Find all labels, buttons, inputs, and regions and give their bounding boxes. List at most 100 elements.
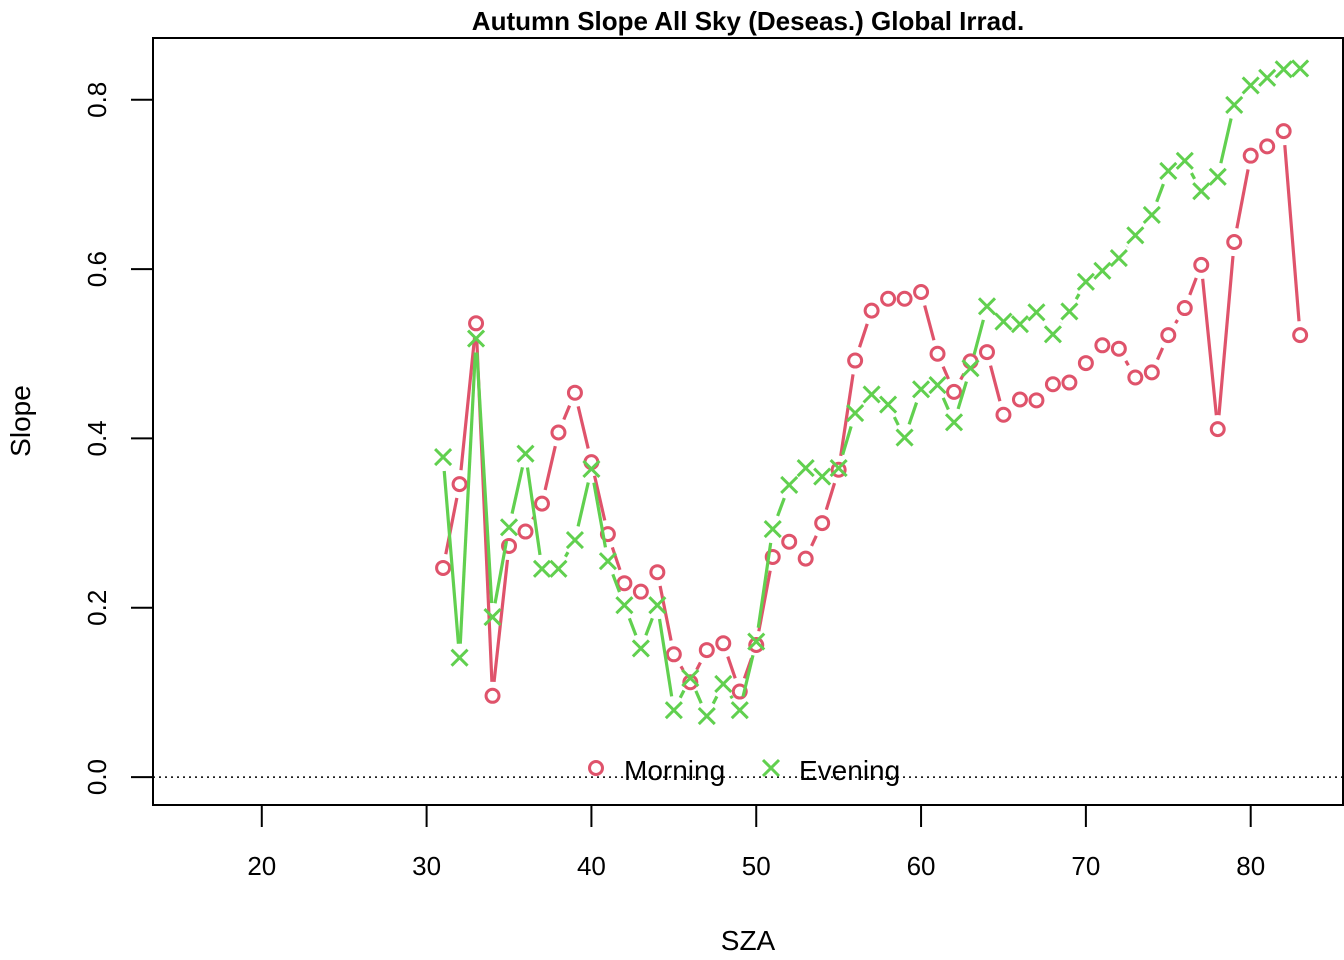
series-evening-point <box>681 668 700 688</box>
series-morning-point <box>566 384 583 401</box>
series-morning-segment <box>1174 319 1179 325</box>
series-evening-segment <box>729 694 734 700</box>
series-morning-point <box>1259 138 1276 155</box>
legend-morning-marker <box>588 760 604 776</box>
series-morning-segment <box>989 365 1002 402</box>
series-evening-point <box>928 376 947 395</box>
series-morning-point <box>863 302 880 319</box>
y-tick-label: 0.0 <box>82 759 112 795</box>
series-morning-point <box>1292 327 1309 344</box>
series-evening-point <box>714 674 733 693</box>
series-morning-segment <box>839 374 855 457</box>
series-morning-point <box>896 290 913 307</box>
series-evening-point <box>977 297 997 316</box>
series-evening-segment <box>611 573 621 593</box>
series-morning-point <box>616 575 633 592</box>
series-morning-point <box>550 424 567 441</box>
series-evening-point <box>1093 261 1112 280</box>
series-evening-point <box>664 701 683 720</box>
series-morning-point <box>830 461 847 478</box>
series-evening-segment <box>576 482 590 527</box>
series-morning-point <box>1094 337 1111 354</box>
series-evening-segment <box>657 618 674 697</box>
y-axis-title: Slope <box>5 385 36 457</box>
series-evening-point <box>961 359 980 378</box>
series-evening-segment <box>741 654 755 697</box>
series-evening-point <box>1241 76 1260 95</box>
series-evening-point <box>796 459 815 478</box>
x-tick-label: 20 <box>247 851 276 881</box>
series-evening-segment <box>711 695 719 705</box>
series-morning-point <box>962 353 979 370</box>
series-evening-point <box>1076 272 1095 291</box>
series-morning-point <box>978 344 995 361</box>
series-morning-point <box>1011 391 1028 408</box>
series-evening-point <box>1225 95 1244 114</box>
series-evening-segment <box>1155 183 1165 203</box>
series-evening-point <box>483 607 502 627</box>
series-morning-segment <box>492 559 510 683</box>
series-evening-segment <box>756 542 773 628</box>
series-layer <box>434 59 1310 726</box>
series-evening-point <box>1274 60 1293 79</box>
series-morning-segment <box>941 365 950 380</box>
series-evening-point <box>1159 161 1178 180</box>
series-evening-point <box>829 459 848 478</box>
series-morning-point <box>501 537 518 554</box>
series-evening-point <box>1208 167 1227 186</box>
series-morning-point <box>682 674 699 691</box>
series-evening-segment <box>1190 172 1197 180</box>
series-morning-point <box>583 454 600 471</box>
series-morning-point <box>484 687 501 704</box>
x-tick-label: 30 <box>412 851 441 881</box>
series-morning-segment <box>695 661 702 671</box>
series-evening-point <box>1043 325 1062 344</box>
series-evening-segment <box>627 617 638 636</box>
legend-evening-label: Evening <box>799 755 900 786</box>
series-evening-point <box>747 632 766 651</box>
series-evening-point <box>1126 226 1145 245</box>
series-evening-point <box>450 648 469 667</box>
series-evening-point <box>648 596 667 615</box>
series-evening-point <box>944 413 964 432</box>
series-morning-segment <box>1156 347 1165 361</box>
series-morning-point <box>698 642 715 659</box>
series-evening-segment <box>592 482 608 548</box>
series-morning-point <box>435 559 452 576</box>
series-evening-point <box>565 530 584 550</box>
series-evening-point <box>895 428 914 447</box>
series-evening-point <box>615 596 634 615</box>
y-tick-label: 0.4 <box>82 420 112 456</box>
series-morning-point <box>748 636 765 653</box>
series-morning-point <box>1242 147 1259 164</box>
series-morning-point <box>1044 376 1061 393</box>
series-evening-segment <box>694 690 703 704</box>
series-morning-point <box>665 646 682 663</box>
series-evening-segment <box>941 397 950 411</box>
x-tick-label: 40 <box>577 851 606 881</box>
y-tick-label: 0.2 <box>82 590 112 626</box>
series-evening-point <box>434 447 453 467</box>
series-evening-segment <box>1074 293 1081 300</box>
x-tick-label: 70 <box>1071 851 1100 881</box>
series-morning-segment <box>444 497 459 555</box>
series-evening-point <box>912 380 931 399</box>
series-evening-point <box>1291 59 1310 78</box>
series-morning-segment <box>1201 278 1218 416</box>
series-morning-point <box>632 583 649 600</box>
y-tick-label: 0.6 <box>82 251 112 287</box>
series-evening-segment <box>841 425 853 456</box>
series-morning-point <box>715 635 732 652</box>
series-morning-point <box>599 526 616 543</box>
series-evening-segment <box>475 352 494 604</box>
series-morning-point <box>731 683 748 700</box>
legend-evening-marker <box>761 758 781 778</box>
series-morning-segment <box>810 535 818 547</box>
x-tick-label: 60 <box>907 851 936 881</box>
series-evening-segment <box>458 352 477 644</box>
series-evening-segment <box>525 467 542 556</box>
series-morning-point <box>1077 355 1094 372</box>
series-morning-point <box>468 315 485 332</box>
series-evening-point <box>582 459 601 478</box>
